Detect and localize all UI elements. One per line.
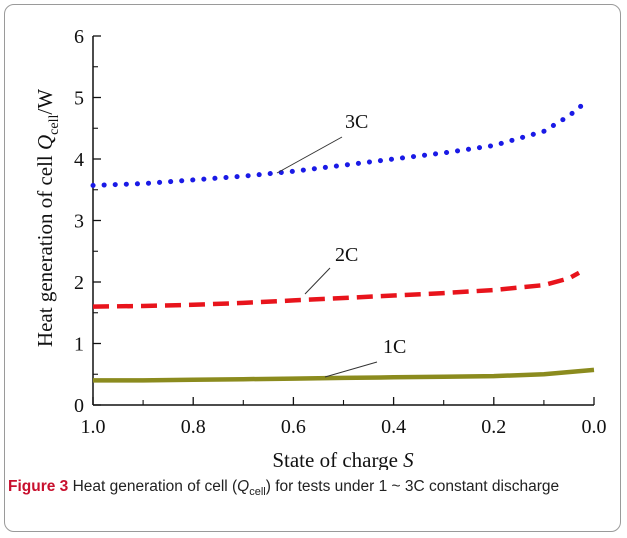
series-line-2C — [92, 270, 581, 309]
caption-sub: cell — [249, 486, 266, 499]
leader-line-1C — [324, 361, 378, 378]
chart: 0 1 2 3 4 5 6 1.0 0.8 0.6 0.4 0.2 0.0 1C 2C 3C State o… — [33, 26, 607, 470]
x-tick-label: 0.6 — [281, 416, 306, 438]
y-tick-label: 3 — [74, 211, 84, 233]
series-label-1C: 1C — [383, 336, 406, 358]
series-label-2C: 2C — [335, 244, 358, 266]
series-line-3C — [90, 101, 587, 188]
y-tick-label: 6 — [74, 26, 84, 48]
series-line-1C — [93, 367, 595, 383]
x-tick-label: 1.0 — [81, 416, 106, 438]
y-tick-label: 0 — [74, 395, 84, 417]
caption-text-after: ) for tests under 1 ~ 3C constant discha… — [265, 478, 560, 495]
x-tick-label: 0.8 — [181, 416, 206, 438]
axes — [92, 36, 594, 406]
y-tick-label: 2 — [74, 272, 84, 294]
x-tick-label: 0.2 — [481, 416, 506, 438]
x-axis-title: State of charge S — [272, 448, 414, 470]
leader-line-3C — [276, 136, 343, 174]
figure-label: Figure 3 — [8, 478, 69, 495]
x-tick-label: 0.0 — [582, 416, 607, 438]
y-tick-label: 1 — [74, 334, 84, 356]
series-label-3C: 3C — [345, 111, 368, 133]
ticks: 0 1 2 3 4 5 6 1.0 0.8 0.6 0.4 0.2 0.0 — [74, 26, 607, 438]
caption-var: Q — [237, 478, 250, 495]
figure-caption: Figure 3 Heat generation of cell (Qcell)… — [8, 476, 608, 503]
leader-line-2C — [304, 267, 331, 295]
caption-text-before: Heat generation of cell ( — [68, 478, 238, 495]
x-tick-label: 0.4 — [381, 416, 406, 438]
figure-frame — [4, 4, 621, 532]
y-axis-title: Heat generation of cell Qcell/W — [33, 89, 62, 347]
series-labels: 1C 2C 3C — [276, 111, 406, 378]
y-tick-label: 4 — [74, 149, 84, 171]
series-layer — [90, 101, 595, 383]
y-tick-label: 5 — [74, 88, 84, 110]
